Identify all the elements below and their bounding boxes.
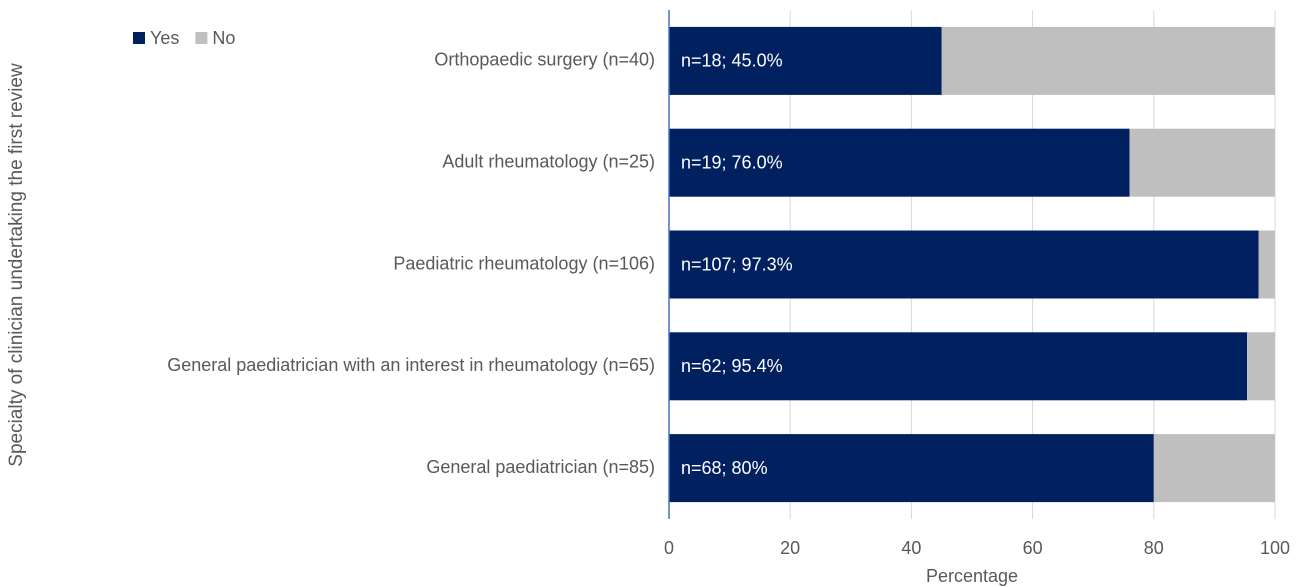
y-tick-label: Paediatric rheumatology (n=106) <box>393 253 655 273</box>
bar-segment <box>669 332 1248 401</box>
data-label: n=19; 76.0% <box>681 152 783 172</box>
x-tick-label: 100 <box>1260 538 1290 558</box>
data-label: n=107; 97.3% <box>681 254 793 274</box>
legend-swatch <box>195 32 208 44</box>
x-tick-label: 20 <box>780 538 800 558</box>
data-label: n=62; 95.4% <box>681 356 783 376</box>
x-axis-label: Percentage <box>926 566 1018 586</box>
data-label: n=68; 80% <box>681 458 768 478</box>
bar-segment <box>669 128 1130 197</box>
legend-label: No <box>212 28 235 48</box>
y-tick-label: General paediatrician with an interest i… <box>167 355 655 375</box>
data-label: n=18; 45.0% <box>681 51 783 71</box>
bar-segment <box>669 26 942 95</box>
bar-segment <box>1129 128 1275 197</box>
y-tick-label: Adult rheumatology (n=25) <box>442 151 655 171</box>
x-tick-label: 60 <box>1023 538 1043 558</box>
bar-segment <box>669 434 1154 503</box>
y-tick-label: General paediatrician (n=85) <box>426 457 655 477</box>
x-tick-label: 80 <box>1144 538 1164 558</box>
bar-segment <box>941 26 1275 95</box>
y-axis-label: Specialty of clinician undertaking the f… <box>6 63 27 467</box>
bar-segment <box>1258 230 1275 299</box>
legend-swatch <box>133 32 145 44</box>
legend-label: Yes <box>150 28 179 48</box>
x-tick-label: 40 <box>901 538 921 558</box>
x-tick-label: 0 <box>664 538 674 558</box>
bar-segment <box>1247 332 1275 401</box>
bar-segment <box>1153 434 1275 503</box>
y-tick-label: Orthopaedic surgery (n=40) <box>434 50 655 70</box>
bar-segment <box>669 230 1259 299</box>
